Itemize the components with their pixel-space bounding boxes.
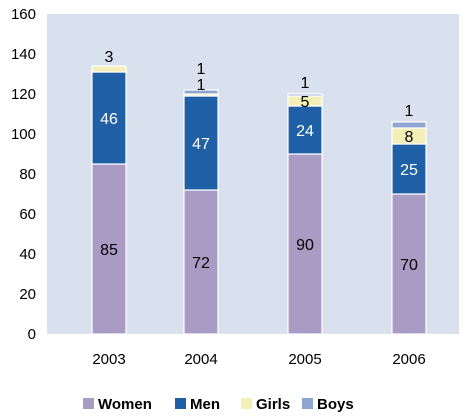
data-label-men-2003: 46 xyxy=(100,111,118,128)
data-label-women-2003: 85 xyxy=(100,242,118,259)
y-tick-label: 140 xyxy=(11,46,36,63)
data-label-men-2005: 24 xyxy=(296,123,314,140)
x-tick-label: 2006 xyxy=(392,351,425,368)
bar-segment-girls-2003 xyxy=(91,65,127,73)
legend-swatch-girls xyxy=(241,398,252,409)
legend-label-girls: Girls xyxy=(256,396,290,413)
y-tick-label: 120 xyxy=(11,86,36,103)
data-label-girls-2004: 1 xyxy=(197,77,206,94)
y-tick-label: 60 xyxy=(19,206,36,223)
data-label-women-2006: 70 xyxy=(400,257,418,274)
data-label-boys-2006: 1 xyxy=(405,103,414,120)
y-tick-label: 100 xyxy=(11,126,36,143)
bar-segment-women-2003 xyxy=(91,163,127,335)
data-label-boys-2004: 1 xyxy=(197,61,206,78)
data-label-men-2006: 25 xyxy=(400,162,418,179)
data-label-girls-2006: 8 xyxy=(405,129,414,146)
bar-segment-boys-2004 xyxy=(183,89,219,95)
legend-label-boys: Boys xyxy=(317,396,354,413)
bar-segment-men-2006 xyxy=(391,143,427,195)
bar-segment-women-2006 xyxy=(391,193,427,335)
y-tick-label: 80 xyxy=(19,166,36,183)
bar-segment-men-2004 xyxy=(183,95,219,191)
x-axis: 2003 2004 2005 2006 xyxy=(92,351,425,368)
x-tick-label: 2003 xyxy=(92,351,125,368)
y-tick-label: 0 xyxy=(28,326,36,343)
data-label-men-2004: 47 xyxy=(192,136,210,153)
y-tick-label: 160 xyxy=(11,6,36,23)
bar-segment-boys-2005 xyxy=(287,93,323,97)
legend-swatch-boys xyxy=(302,398,313,409)
bar-segment-women-2004 xyxy=(183,189,219,335)
bar-segment-women-2005 xyxy=(287,153,323,335)
x-tick-label: 2005 xyxy=(288,351,321,368)
y-axis: 0 20 40 60 80 100 120 140 160 xyxy=(11,6,36,343)
data-label-girls-2003: 3 xyxy=(105,49,114,66)
bar-segment-men-2005 xyxy=(287,105,323,155)
data-label-boys-2005: 1 xyxy=(301,75,310,92)
y-tick-label: 20 xyxy=(19,286,36,303)
y-tick-label: 40 xyxy=(19,246,36,263)
legend-label-men: Men xyxy=(190,396,220,413)
bar-segment-boys-2006 xyxy=(391,121,427,129)
data-label-women-2004: 72 xyxy=(192,255,210,272)
data-label-women-2005: 90 xyxy=(296,237,314,254)
legend-label-women: Women xyxy=(98,396,152,413)
legend-swatch-women xyxy=(83,398,94,409)
legend: Women Men Girls Boys xyxy=(83,396,354,413)
x-tick-label: 2004 xyxy=(184,351,217,368)
legend-swatch-men xyxy=(175,398,186,409)
data-label-girls-2005: 5 xyxy=(301,94,310,111)
